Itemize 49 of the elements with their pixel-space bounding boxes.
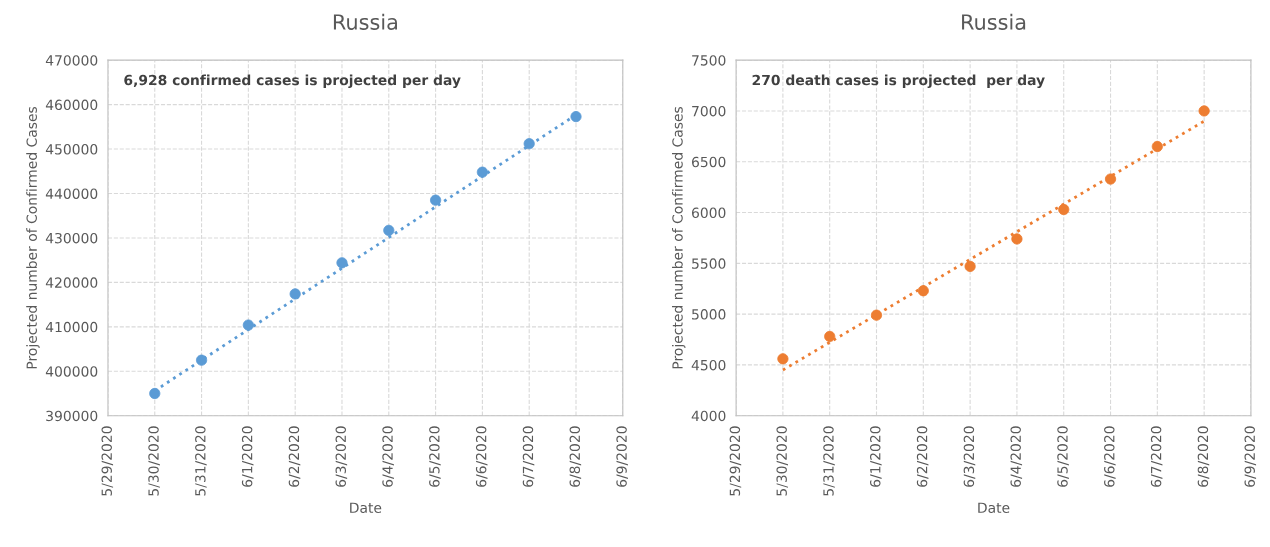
x-tick-label: 6/6/2020 (475, 426, 488, 487)
x-tick-label: 6/4/2020 (1010, 426, 1023, 487)
x-tick-label: 6/5/2020 (429, 426, 441, 487)
y-tick-label: 5000 (692, 309, 726, 320)
x-tick-label: 6/1/2020 (870, 426, 882, 487)
x-tick-label: 6/5/2020 (1057, 426, 1069, 487)
y-tick-label: 450000 (45, 144, 98, 155)
x-tick-label: 6/8/2020 (569, 426, 582, 487)
x-axis-title: Date (350, 502, 382, 513)
x-tick-label: 6/7/2020 (1150, 426, 1163, 487)
y-tick-label: 6500 (691, 156, 726, 168)
y-tick-label: 7500 (692, 55, 726, 66)
y-tick-label: 6000 (691, 207, 726, 219)
x-tick-label: 6/6/2020 (1104, 426, 1116, 487)
chart-title: Russia (333, 13, 397, 30)
x-tick-label: 5/31/2020 (823, 426, 835, 496)
y-tick-label: 7000 (692, 105, 726, 117)
y-axis-title: Projected number of Confirmed Cases (672, 106, 686, 369)
x-tick-label: 6/2/2020 (288, 426, 301, 487)
x-tick-label: 6/7/2020 (522, 426, 535, 487)
y-tick-label: 4000 (691, 410, 726, 422)
annotation: 270 death cases is projected per day (752, 74, 1045, 89)
y-tick-label: 4500 (691, 359, 726, 371)
x-tick-label: 5/29/2020 (729, 426, 742, 496)
x-tick-label: 6/2/2020 (916, 426, 929, 487)
x-tick-label: 5/31/2020 (195, 426, 207, 496)
chart-title: Russia (962, 13, 1026, 30)
x-tick-label: 6/4/2020 (382, 426, 394, 487)
y-tick-label: 5500 (692, 258, 726, 269)
y-tick-label: 400000 (45, 366, 98, 377)
x-tick-label: 6/8/2020 (1197, 426, 1210, 487)
annotation: 6,928 confirmed cases is projected per day (124, 74, 461, 89)
x-tick-label: 6/9/2020 (616, 426, 628, 487)
x-tick-label: 6/3/2020 (335, 426, 348, 487)
y-tick-label: 390000 (46, 410, 98, 422)
x-tick-label: 5/30/2020 (776, 426, 789, 496)
y-axis-title: Projected number of Confirmed Cases (26, 106, 40, 369)
x-tick-label: 6/1/2020 (241, 426, 254, 487)
x-tick-label: 6/9/2020 (1244, 426, 1257, 487)
x-tick-label: 5/29/2020 (101, 426, 114, 496)
y-tick-label: 430000 (45, 232, 98, 244)
y-tick-label: 470000 (45, 55, 98, 66)
x-tick-label: 6/3/2020 (963, 426, 976, 487)
y-tick-label: 420000 (45, 277, 98, 288)
y-tick-label: 410000 (45, 321, 98, 333)
x-axis-title: Date (978, 502, 1010, 513)
x-tick-label: 5/30/2020 (148, 426, 160, 496)
y-tick-label: 460000 (45, 99, 98, 111)
y-tick-label: 440000 (45, 188, 98, 199)
